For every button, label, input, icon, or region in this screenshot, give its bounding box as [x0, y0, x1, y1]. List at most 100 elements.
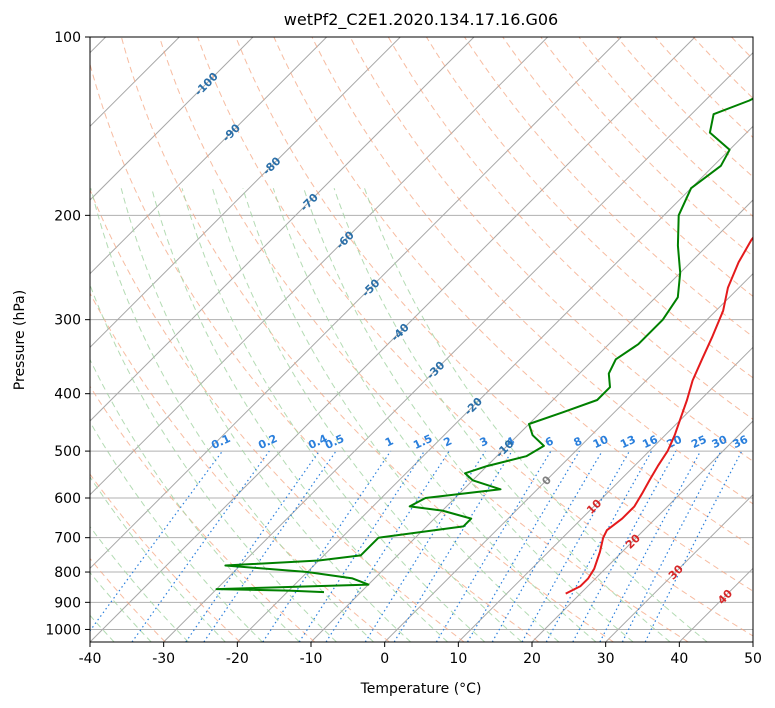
- dry-adiabat-line: [692, 37, 753, 99]
- isotherm-label: 40: [715, 587, 735, 607]
- dry-adiabat-line: [90, 473, 241, 642]
- y-tick-label: 700: [54, 531, 81, 547]
- y-tick-label: 1000: [45, 622, 81, 638]
- y-tick-label: 300: [54, 313, 81, 329]
- mixing-ratio-label: 0.2: [256, 432, 279, 452]
- x-tick-label: 20: [523, 651, 541, 667]
- y-axis-ticks: 100 200 300 400 500 600 700 800 900 1000: [45, 30, 90, 638]
- isotherm-line: [90, 37, 401, 349]
- dry-adiabat-line: [464, 37, 753, 338]
- dry-adiabat-line: [502, 37, 753, 298]
- moist-adiabat-line: [242, 188, 560, 642]
- mixing-ratio-label: 30: [710, 433, 730, 451]
- isotherm-line: [384, 272, 753, 642]
- dry-adiabat-line: [654, 37, 753, 139]
- x-tick-label: -30: [152, 651, 175, 667]
- mixing-ratio-line: [185, 450, 320, 642]
- x-axis-ticks: -40 -30 -20 -10 0 10 20 30 40 50: [79, 642, 762, 667]
- mixing-ratio-line: [298, 450, 425, 642]
- dry-adiabat-line: [90, 62, 540, 642]
- plot-frame: [89, 36, 754, 643]
- mixing-ratio-label: 16: [640, 433, 660, 451]
- isotherm-line: [310, 199, 753, 642]
- profile-lines: [215, 97, 753, 595]
- isotherm-line: [90, 37, 328, 275]
- moist-adiabat-line: [181, 188, 486, 642]
- isotherm-line: [163, 51, 753, 642]
- dry-adiabat-line: [311, 37, 753, 505]
- isotherm-label: -90: [220, 121, 243, 144]
- y-tick-label: 800: [54, 565, 81, 581]
- dry-adiabat-line: [273, 37, 753, 548]
- mixing-ratio-line: [393, 450, 513, 642]
- x-tick-label: 0: [380, 651, 389, 667]
- isotherm-line: [457, 346, 753, 642]
- dry-adiabat-line: [425, 37, 753, 379]
- moist-adiabat-line: [90, 525, 189, 642]
- background-lines: [90, 37, 753, 642]
- isotherm-line: [90, 37, 622, 570]
- isotherm-label: -100: [192, 70, 221, 99]
- dry-adiabat-line: [540, 37, 753, 257]
- y-axis-label: Pressure (hPa): [12, 290, 28, 390]
- y-tick-label: 900: [54, 595, 81, 611]
- mixing-ratio-line: [203, 450, 337, 642]
- x-tick-label: -40: [79, 651, 102, 667]
- y-tick-label: 500: [54, 444, 81, 460]
- mixing-ratio-label: 1: [383, 434, 395, 449]
- x-axis-label: Temperature (°C): [360, 681, 482, 697]
- mixing-ratio-label: 3: [478, 434, 490, 449]
- moist-adiabat-line: [90, 476, 226, 642]
- y-tick-label: 100: [54, 30, 81, 46]
- moist-adiabat-line: [90, 283, 337, 642]
- mixing-ratio-line: [90, 450, 223, 632]
- mixing-ratio-label: 0.1: [209, 432, 232, 452]
- mixing-ratio-label: 36: [731, 433, 751, 451]
- dry-adiabat-line: [120, 37, 614, 642]
- temperature-line: [565, 236, 753, 595]
- moist-adiabat-line: [90, 188, 374, 642]
- dry-adiabat-line: [235, 37, 753, 592]
- dry-adiabat-line: [90, 292, 390, 642]
- mixing-ratio-label: 6: [543, 434, 556, 449]
- chart-title: wetPf2_C2E1.2020.134.17.16.G06: [284, 10, 558, 30]
- x-tick-label: 40: [670, 651, 688, 667]
- moist-adiabat-line: [364, 188, 708, 642]
- x-tick-label: 50: [744, 651, 762, 667]
- isotherm-line: [236, 125, 753, 642]
- dry-adiabat-line: [349, 37, 753, 462]
- y-tick-label: 400: [54, 387, 81, 403]
- mixing-ratio-label: 10: [591, 433, 611, 451]
- mixing-ratio-line: [491, 450, 603, 642]
- y-tick-label: 200: [54, 208, 81, 224]
- dry-adiabat-line: [90, 385, 316, 642]
- moist-adiabat-line: [303, 188, 634, 642]
- x-tick-label: 30: [597, 651, 615, 667]
- moist-adiabat-line: [90, 420, 263, 642]
- x-tick-label: -20: [226, 651, 249, 667]
- isotherm-line: [90, 37, 475, 422]
- isotherm-line: [678, 567, 753, 642]
- mixing-ratio-line: [521, 450, 631, 642]
- y-tick-label: 600: [54, 491, 81, 507]
- isotherm-label: 0: [539, 473, 554, 488]
- line-labels: 0.1 0.2 0.40.5 1 1.5 2 3 4 6 8 10 13 16 20 25 30 36-100-…: [192, 70, 750, 607]
- moist-adiabat-line: [272, 188, 597, 642]
- mixing-ratio-label: 8: [572, 434, 584, 449]
- mixing-ratio-line: [466, 450, 580, 642]
- dry-adiabat-line: [159, 37, 689, 642]
- mixing-ratio-line: [364, 450, 486, 642]
- isotherm-line: [531, 420, 753, 642]
- x-tick-label: 10: [449, 651, 467, 667]
- x-tick-label: -10: [300, 651, 323, 667]
- moist-adiabat-line: [333, 188, 671, 642]
- isotherm-line: [752, 641, 753, 642]
- mixing-ratio-line: [325, 450, 450, 642]
- dry-adiabat-line: [578, 37, 753, 218]
- isotherm-label: -60: [334, 228, 357, 251]
- mixing-ratio-line: [545, 450, 653, 642]
- dry-adiabat-line: [197, 37, 753, 637]
- mixing-ratio-line: [131, 450, 270, 642]
- dry-adiabat-line: [90, 188, 465, 642]
